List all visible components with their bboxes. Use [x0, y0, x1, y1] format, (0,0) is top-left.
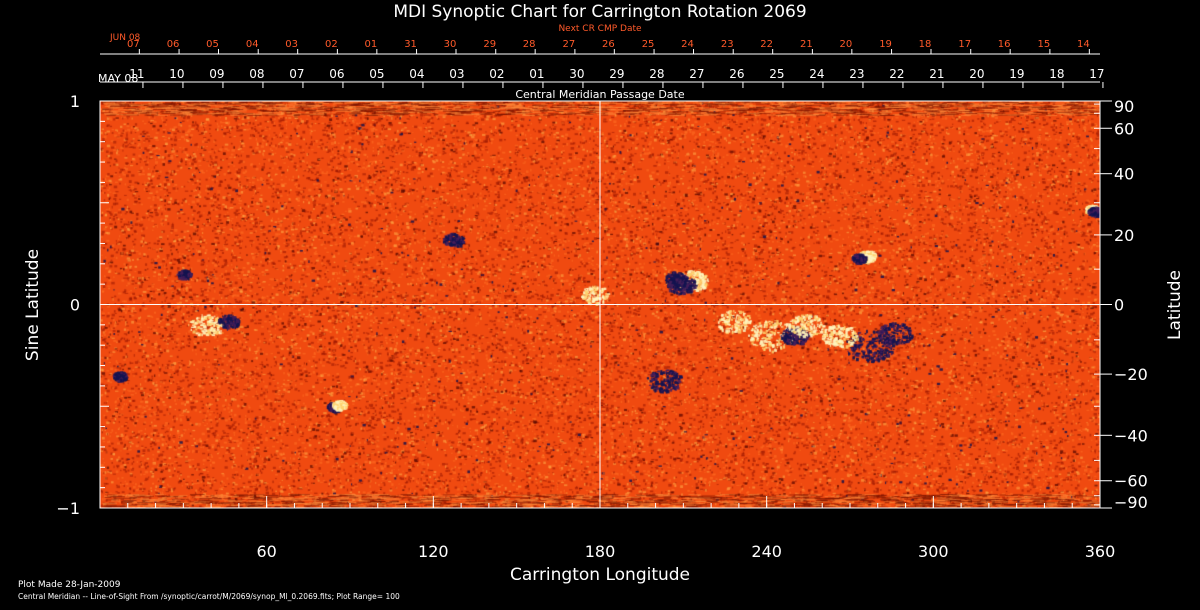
cmp-date-label: 20 [969, 67, 984, 81]
next-cr-date-label: 25 [642, 39, 655, 50]
y-right-tick-label: −90 [1114, 493, 1148, 512]
y-right-tick-label: 90 [1114, 97, 1134, 116]
next-cr-date-label: 31 [404, 39, 417, 50]
cmp-date-label: 11 [129, 67, 144, 81]
footer-source-note: Central Meridian -- Line-of-Sight From /… [18, 592, 400, 601]
next-cr-date-label: 15 [1038, 39, 1051, 50]
chart-title: MDI Synoptic Chart for Carrington Rotati… [393, 2, 807, 22]
next-cr-date-label: 26 [602, 39, 615, 50]
cmp-date-label: 05 [369, 67, 384, 81]
x-tick-label: 120 [418, 542, 449, 561]
y-right-tick-label: −20 [1114, 365, 1148, 384]
next-cr-date-label: 16 [998, 39, 1011, 50]
cmp-date-label: 23 [849, 67, 864, 81]
x-tick-label: 60 [256, 542, 276, 561]
next-cr-date-label: 19 [879, 39, 892, 50]
y-right-tick-label: −40 [1114, 426, 1148, 445]
next-cr-date-label: 20 [839, 39, 852, 50]
cmp-date-label: 25 [769, 67, 784, 81]
next-cr-date-label: 02 [325, 39, 338, 50]
next-cr-cmp-date-label: Next CR CMP Date [558, 24, 642, 34]
cmp-date-label: 07 [289, 67, 304, 81]
next-cr-date-label: 01 [364, 39, 377, 50]
cmp-date-label: 03 [449, 67, 464, 81]
cmp-date-label: 28 [649, 67, 664, 81]
cmp-date-label: 30 [569, 67, 584, 81]
cmp-date-label: 06 [329, 67, 344, 81]
next-cr-date-label: 06 [167, 39, 180, 50]
next-cr-date-label: 07 [127, 39, 140, 50]
cmp-date-label: 17 [1089, 67, 1104, 81]
cmp-date-label: 26 [729, 67, 744, 81]
cmp-date-label: 18 [1049, 67, 1064, 81]
next-cr-date-label: 03 [285, 39, 298, 50]
y-left-tick-label: −1 [56, 499, 80, 518]
next-cr-date-label: 23 [721, 39, 734, 50]
next-cr-date-label: 30 [444, 39, 457, 50]
y-axis-label-left: Sine Latitude [23, 248, 43, 362]
cmp-date-label: 10 [169, 67, 184, 81]
cmp-start-label: MAY 08 [98, 72, 138, 85]
y-axis-label-right: Latitude [1165, 270, 1185, 340]
y-left-tick-label: 1 [70, 92, 80, 111]
y-right-tick-label: 20 [1114, 226, 1134, 245]
y-left-tick-label: 0 [70, 296, 80, 315]
next-cr-start-label: JUN 08 [109, 33, 141, 43]
y-right-tick-label: −60 [1114, 472, 1148, 491]
next-cr-date-label: 14 [1077, 39, 1090, 50]
next-cr-date-label: 27 [563, 39, 576, 50]
next-cr-date-label: 22 [760, 39, 773, 50]
next-cr-date-label: 18 [919, 39, 932, 50]
next-cr-date-label: 29 [483, 39, 496, 50]
cmp-date-label: 09 [209, 67, 224, 81]
y-right-tick-label: 40 [1114, 165, 1134, 184]
plot-made-date: Plot Made 28-Jan-2009 [18, 580, 121, 590]
next-cr-date-label: 24 [681, 39, 694, 50]
cmp-date-label: 27 [689, 67, 704, 81]
cmp-date-label: 02 [489, 67, 504, 81]
next-cr-date-label: 28 [523, 39, 536, 50]
y-right-tick-label: 0 [1114, 296, 1124, 315]
cmp-date-label: 21 [929, 67, 944, 81]
x-tick-label: 360 [1085, 542, 1116, 561]
next-cr-date-label: 17 [958, 39, 971, 50]
y-right-tick-label: 60 [1114, 119, 1134, 138]
x-tick-label: 300 [918, 542, 949, 561]
cmp-date-label: 24 [809, 67, 824, 81]
cmp-date-label: 01 [529, 67, 544, 81]
x-tick-label: 180 [585, 542, 616, 561]
cmp-date-label: 19 [1009, 67, 1024, 81]
cmp-date-label: 04 [409, 67, 424, 81]
central-meridian-passage-date-label: Central Meridian Passage Date [515, 88, 685, 101]
cmp-date-label: 22 [889, 67, 904, 81]
cmp-date-label: 08 [249, 67, 264, 81]
cmp-date-label: 29 [609, 67, 624, 81]
x-tick-label: 240 [751, 542, 782, 561]
next-cr-date-label: 21 [800, 39, 813, 50]
next-cr-date-label: 04 [246, 39, 259, 50]
next-cr-date-label: 05 [206, 39, 219, 50]
x-axis-label: Carrington Longitude [509, 565, 691, 585]
